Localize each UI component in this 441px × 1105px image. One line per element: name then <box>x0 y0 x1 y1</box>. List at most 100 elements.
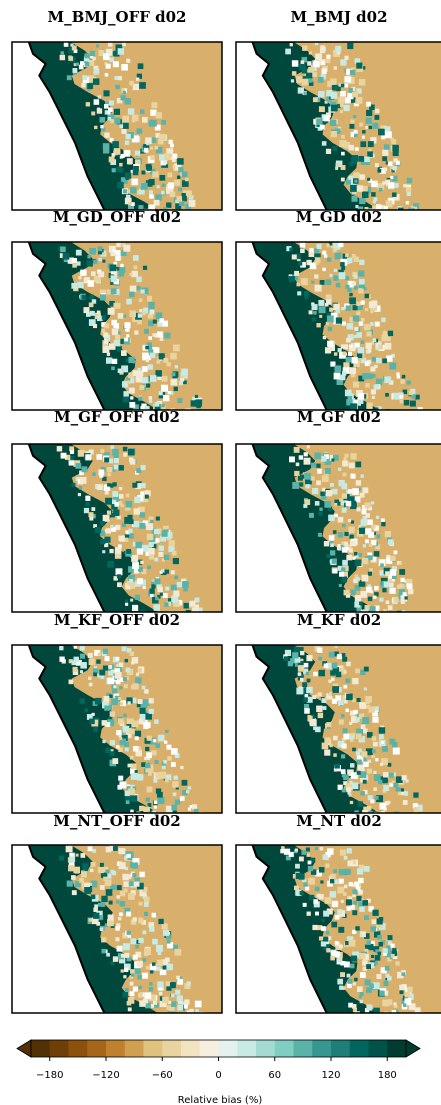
map-cell <box>387 976 392 981</box>
map-cell <box>392 948 396 952</box>
map-cell <box>82 75 87 80</box>
map-cell <box>353 710 357 714</box>
map-cell <box>354 399 358 403</box>
map-cell <box>176 196 182 202</box>
map-cell <box>153 779 157 783</box>
map-cell <box>141 762 146 767</box>
map-cell <box>318 91 324 97</box>
map-cell <box>340 972 345 977</box>
map-cell <box>361 751 367 757</box>
map-cell <box>135 542 142 549</box>
map-cell <box>297 291 301 295</box>
map-cell <box>157 587 163 593</box>
map-cell <box>407 178 412 183</box>
map-cell <box>330 956 335 961</box>
map-cell <box>355 462 361 468</box>
map-cell <box>392 145 398 151</box>
map-cell <box>385 393 389 397</box>
map-cell <box>122 116 129 123</box>
map-cell <box>339 986 343 990</box>
map-cell <box>312 304 318 310</box>
map-cell <box>309 248 313 252</box>
colorbar-segment <box>181 1040 200 1057</box>
map-cell <box>159 175 165 181</box>
map-cell <box>399 985 404 990</box>
map-cell <box>359 198 365 204</box>
map-cell <box>325 864 329 868</box>
map-cell <box>167 362 171 366</box>
map-cell <box>142 312 146 316</box>
map-cell <box>344 856 348 860</box>
map-cell <box>324 663 328 667</box>
map-cell <box>384 581 390 587</box>
map-cell <box>158 552 163 557</box>
map-cell <box>311 463 316 468</box>
map-cell <box>304 452 308 456</box>
map-cell <box>92 849 96 853</box>
map-cell <box>155 370 161 376</box>
map-cell <box>359 79 366 86</box>
panel-title: M_KF d02 <box>297 611 381 629</box>
map-panel <box>12 444 222 618</box>
map-cell <box>361 340 365 344</box>
map-cell <box>116 895 119 898</box>
map-cell <box>323 336 326 339</box>
map-cell <box>155 402 160 407</box>
map-cell <box>148 336 152 340</box>
map-cell <box>93 907 98 912</box>
map-cell <box>164 333 170 339</box>
map-cell <box>367 349 371 353</box>
map-cell <box>333 530 337 534</box>
map-cell <box>353 172 359 178</box>
colorbar-extend-low <box>17 1040 31 1057</box>
map-cell <box>60 55 65 60</box>
map-cell <box>288 661 293 666</box>
map-cell <box>358 271 364 277</box>
panel-title: M_BMJ d02 <box>290 8 387 26</box>
map-cell <box>88 846 93 851</box>
map-cell <box>355 669 360 674</box>
map-cell <box>341 754 345 758</box>
map-cell <box>387 935 392 940</box>
map-cell <box>406 201 409 204</box>
map-cell <box>341 84 345 88</box>
map-cell <box>372 123 378 129</box>
map-cell <box>171 762 176 767</box>
map-cell <box>353 305 358 310</box>
map-cell <box>117 582 122 587</box>
map-cell <box>165 778 169 782</box>
map-cell <box>357 185 363 191</box>
map-cell <box>356 63 362 69</box>
map-cell <box>374 115 379 120</box>
map-cell <box>171 570 175 574</box>
map-cell <box>189 200 196 207</box>
map-cell <box>152 913 157 918</box>
map-cell <box>136 286 140 290</box>
map-cell <box>129 991 134 996</box>
map-cell <box>83 307 89 313</box>
map-cell <box>378 129 385 136</box>
map-cell <box>292 482 299 489</box>
map-cell <box>383 981 388 986</box>
map-cell <box>334 503 337 506</box>
map-cell <box>164 602 168 606</box>
map-cell <box>134 330 138 334</box>
map-cell <box>104 656 109 661</box>
map-cell <box>127 380 130 383</box>
map-cell <box>371 181 377 187</box>
map-cell <box>100 885 105 890</box>
map-cell <box>123 245 130 252</box>
map-cell <box>108 117 112 121</box>
map-cell <box>316 323 320 327</box>
map-cell <box>325 347 331 353</box>
map-cell <box>354 134 357 137</box>
map-cell <box>400 399 404 403</box>
map-cell <box>63 253 70 260</box>
map-cell <box>364 157 370 163</box>
map-cell <box>341 152 345 156</box>
map-cell <box>133 955 138 960</box>
map-cell <box>344 56 348 60</box>
map-cell <box>152 939 158 945</box>
map-cell <box>118 697 121 700</box>
map-cell <box>348 352 352 356</box>
